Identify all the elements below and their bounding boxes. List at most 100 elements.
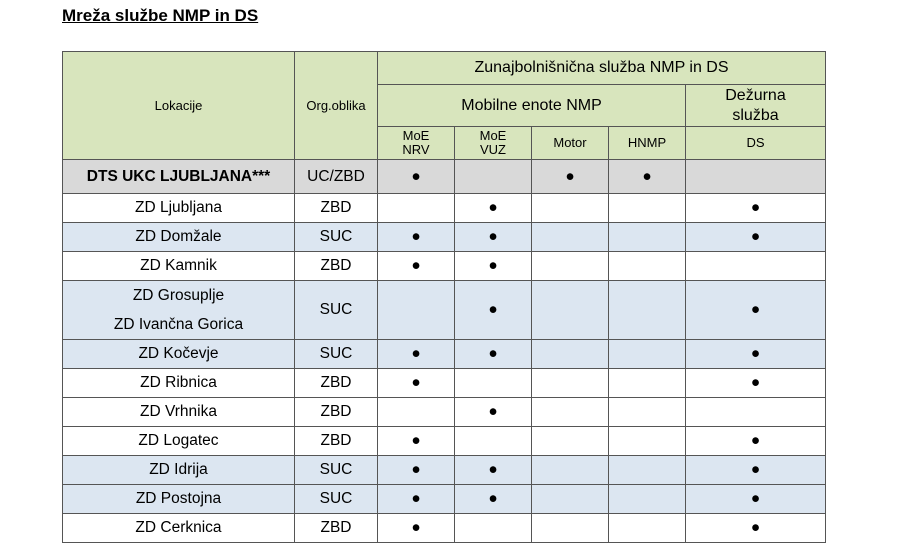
- location-cell: ZD Vrhnika: [62, 397, 295, 427]
- table-row: ZD Idrija SUC ● ● ●: [62, 455, 826, 485]
- moe-vuz-cell: ●: [454, 193, 532, 223]
- nmp-network-table: Lokacije Org.oblika Zunajbolnišnična slu…: [62, 51, 826, 543]
- ds-cell: ●: [685, 426, 826, 456]
- header-moe-nrv: MoE NRV: [377, 126, 455, 160]
- header-motor: Motor: [531, 126, 609, 160]
- moe-vuz-cell: ●: [454, 280, 532, 340]
- hnmp-cell: [608, 455, 686, 485]
- moe-vuz-cell: [454, 159, 532, 194]
- motor-cell: [531, 484, 609, 514]
- location-cell: ZD Logatec: [62, 426, 295, 456]
- table-row: ZD Ljubljana ZBD ● ●: [62, 193, 826, 223]
- header-hnmp: HNMP: [608, 126, 686, 160]
- header-ds: DS: [685, 126, 826, 160]
- ds-cell: ●: [685, 280, 826, 340]
- org-cell: SUC: [294, 484, 378, 514]
- motor-cell: ●: [531, 159, 609, 194]
- hnmp-cell: [608, 251, 686, 281]
- motor-cell: [531, 193, 609, 223]
- ds-cell: [685, 251, 826, 281]
- ds-cell: ●: [685, 455, 826, 485]
- ds-cell: ●: [685, 484, 826, 514]
- table-row: DTS UKC LJUBLJANA*** UC/ZBD ● ● ●: [62, 159, 826, 194]
- hnmp-cell: [608, 222, 686, 252]
- moe-vuz-cell: ●: [454, 484, 532, 514]
- moe-nrv-cell: ●: [377, 159, 455, 194]
- page-title: Mreža službe NMP in DS: [62, 6, 259, 25]
- location-cell: ZD Grosuplje ZD Ivančna Gorica: [62, 280, 295, 340]
- hnmp-cell: [608, 280, 686, 340]
- table-row: ZD Ribnica ZBD ● ●: [62, 368, 826, 398]
- hnmp-cell: [608, 513, 686, 543]
- location-cell: DTS UKC LJUBLJANA***: [62, 159, 295, 194]
- moe-nrv-cell: ●: [377, 513, 455, 543]
- hnmp-cell: [608, 426, 686, 456]
- hnmp-cell: [608, 397, 686, 427]
- table-row: ZD Domžale SUC ● ● ●: [62, 222, 826, 252]
- motor-cell: [531, 280, 609, 340]
- table-row: ZD Grosuplje ZD Ivančna Gorica SUC ● ●: [62, 280, 826, 340]
- ds-cell: [685, 397, 826, 427]
- moe-vuz-cell: ●: [454, 455, 532, 485]
- moe-nrv-cell: ●: [377, 484, 455, 514]
- ds-cell: ●: [685, 368, 826, 398]
- location-cell: ZD Kamnik: [62, 251, 295, 281]
- motor-cell: [531, 397, 609, 427]
- location-cell: ZD Ljubljana: [62, 193, 295, 223]
- moe-nrv-cell: ●: [377, 251, 455, 281]
- location-cell: ZD Kočevje: [62, 339, 295, 369]
- header-org-oblika: Org.oblika: [294, 51, 378, 160]
- moe-nrv-cell: [377, 397, 455, 427]
- hnmp-cell: [608, 193, 686, 223]
- motor-cell: [531, 426, 609, 456]
- ds-cell: ●: [685, 513, 826, 543]
- table-row: ZD Kočevje SUC ● ● ●: [62, 339, 826, 369]
- moe-vuz-cell: [454, 426, 532, 456]
- moe-vuz-cell: ●: [454, 397, 532, 427]
- moe-vuz-cell: [454, 513, 532, 543]
- motor-cell: [531, 455, 609, 485]
- org-cell: ZBD: [294, 513, 378, 543]
- org-cell: ZBD: [294, 251, 378, 281]
- header-moe-vuz-line2: VUZ: [480, 142, 506, 157]
- moe-nrv-cell: ●: [377, 222, 455, 252]
- header-moe-vuz: MoE VUZ: [454, 126, 532, 160]
- location-line-2: ZD Ivančna Gorica: [113, 316, 244, 333]
- header-dezurna-line1: Dežurna: [725, 86, 786, 104]
- motor-cell: [531, 339, 609, 369]
- moe-nrv-cell: ●: [377, 426, 455, 456]
- ds-cell: ●: [685, 339, 826, 369]
- location-cell: ZD Postojna: [62, 484, 295, 514]
- motor-cell: [531, 368, 609, 398]
- moe-vuz-cell: ●: [454, 222, 532, 252]
- ds-cell: [685, 159, 826, 194]
- location-cell: ZD Ribnica: [62, 368, 295, 398]
- table-row: ZD Kamnik ZBD ● ●: [62, 251, 826, 281]
- header-zunajbolnisnicna: Zunajbolnišnična služba NMP in DS: [377, 51, 826, 85]
- hnmp-cell: [608, 368, 686, 398]
- motor-cell: [531, 513, 609, 543]
- org-cell: SUC: [294, 455, 378, 485]
- hnmp-cell: [608, 339, 686, 369]
- moe-vuz-cell: [454, 368, 532, 398]
- location-line-1: ZD Grosuplje: [132, 287, 225, 304]
- location-cell: ZD Domžale: [62, 222, 295, 252]
- ds-cell: ●: [685, 193, 826, 223]
- org-cell: ZBD: [294, 193, 378, 223]
- header-dezurna-line2: služba: [732, 106, 779, 124]
- table-row: ZD Vrhnika ZBD ●: [62, 397, 826, 427]
- table-row: ZD Logatec ZBD ● ●: [62, 426, 826, 456]
- hnmp-cell: [608, 484, 686, 514]
- org-cell: SUC: [294, 222, 378, 252]
- moe-nrv-cell: [377, 280, 455, 340]
- org-cell: SUC: [294, 339, 378, 369]
- moe-nrv-cell: ●: [377, 339, 455, 369]
- org-cell: UC/ZBD: [294, 159, 378, 194]
- header-moe-vuz-line1: MoE: [479, 128, 507, 143]
- header-moe-nrv-line1: MoE: [402, 128, 430, 143]
- org-cell: ZBD: [294, 426, 378, 456]
- header-dezurna-sluzba: Dežurna služba: [685, 84, 826, 127]
- location-cell: ZD Cerknica: [62, 513, 295, 543]
- org-cell: ZBD: [294, 368, 378, 398]
- table-row: ZD Cerknica ZBD ● ●: [62, 513, 826, 543]
